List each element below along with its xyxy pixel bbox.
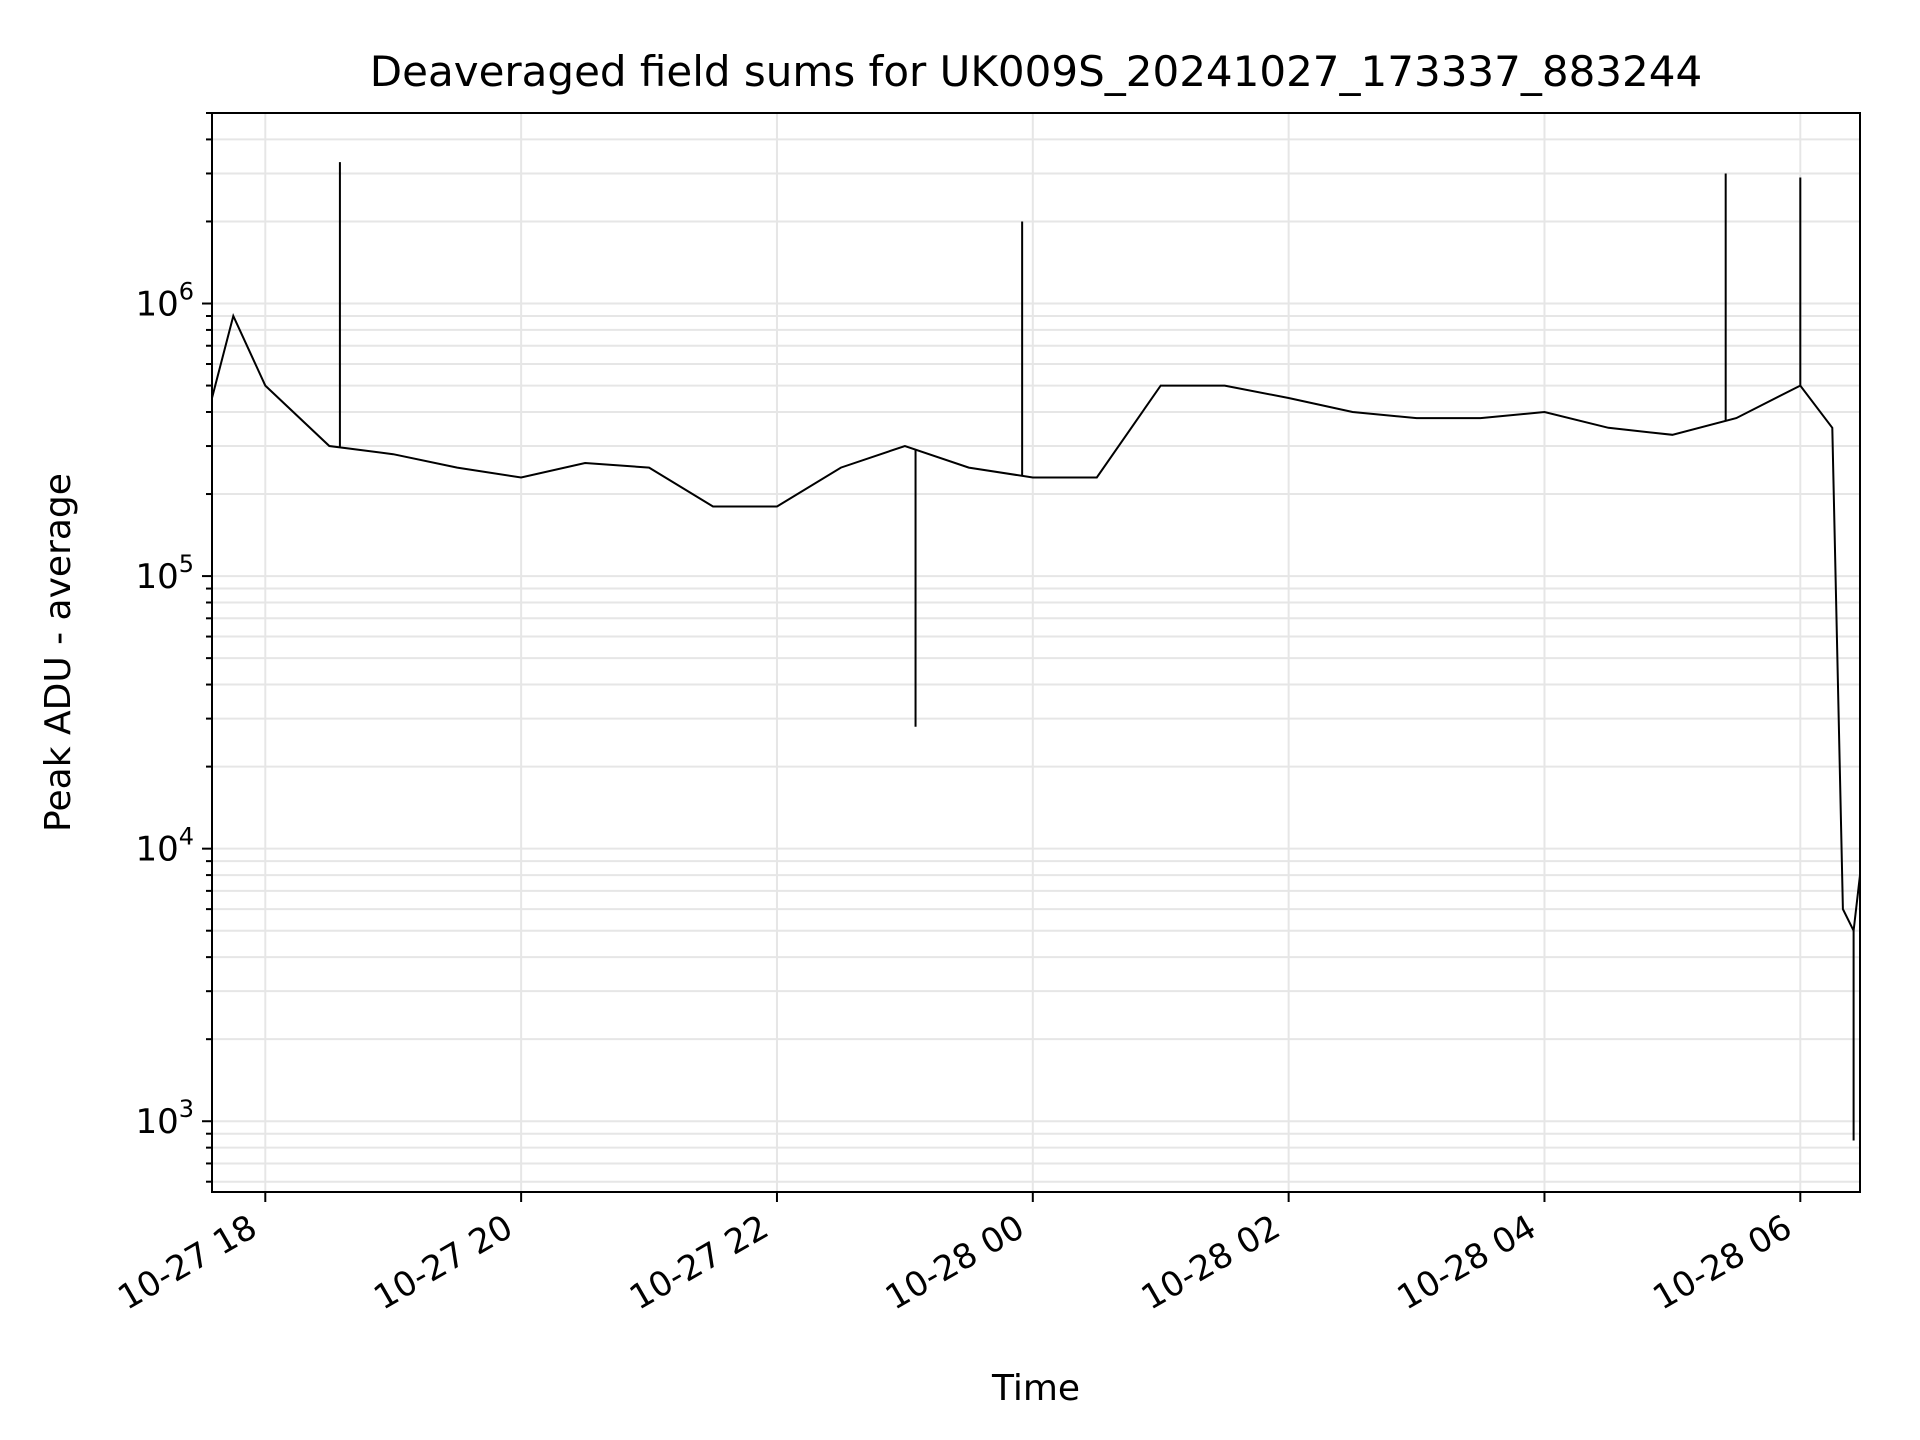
grid [212, 112, 1860, 1192]
y-tick-exponent: 3 [179, 1095, 194, 1123]
y-tick-exponent: 5 [179, 550, 194, 578]
y-tick-exponent: 6 [179, 278, 194, 306]
y-tick-base: 10 [135, 830, 178, 870]
y-tick-base: 10 [135, 285, 178, 325]
x-axis-label: Time [991, 1368, 1080, 1409]
data-series [211, 162, 1861, 1141]
series-trend-line [211, 313, 1861, 935]
chart-title: Deaveraged field sums for UK009S_2024102… [370, 47, 1702, 96]
y-tick-base: 10 [135, 1102, 178, 1142]
plot-area-frame [211, 112, 1861, 1193]
y-tick-label: 103 [135, 1095, 194, 1142]
y-tick-label: 106 [135, 278, 194, 325]
y-tick-exponent: 4 [179, 823, 194, 851]
y-tick-label: 104 [135, 823, 194, 870]
y-tick-label: 105 [135, 550, 194, 597]
y-axis-label: Peak ADU - average [38, 473, 79, 832]
y-tick-base: 10 [135, 557, 178, 597]
